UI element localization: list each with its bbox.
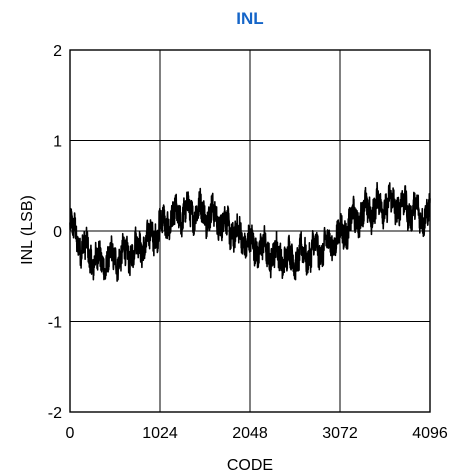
y-tick-label: -1 [48, 315, 62, 332]
y-tick-label: 1 [53, 134, 62, 151]
x-tick-label: 4096 [412, 425, 448, 442]
tick-labels: 0 1024 2048 3072 4096 2 1 0 -1 -2 [48, 43, 448, 442]
series-group [69, 181, 431, 282]
plot-border [69, 49, 431, 413]
x-tick-label: 3072 [322, 425, 358, 442]
x-axis-label: CODE [227, 457, 273, 474]
y-axis-label: INL (LSB) [19, 195, 36, 265]
y-tick-label: 0 [53, 224, 62, 241]
y-tick-label: -2 [48, 405, 62, 422]
y-tick-label: 2 [53, 43, 62, 60]
x-tick-label: 2048 [232, 425, 268, 442]
x-tick-label: 0 [66, 425, 75, 442]
chart-title: INL [236, 9, 263, 28]
inl-series-line [69, 181, 431, 282]
x-tick-label: 1024 [142, 425, 178, 442]
